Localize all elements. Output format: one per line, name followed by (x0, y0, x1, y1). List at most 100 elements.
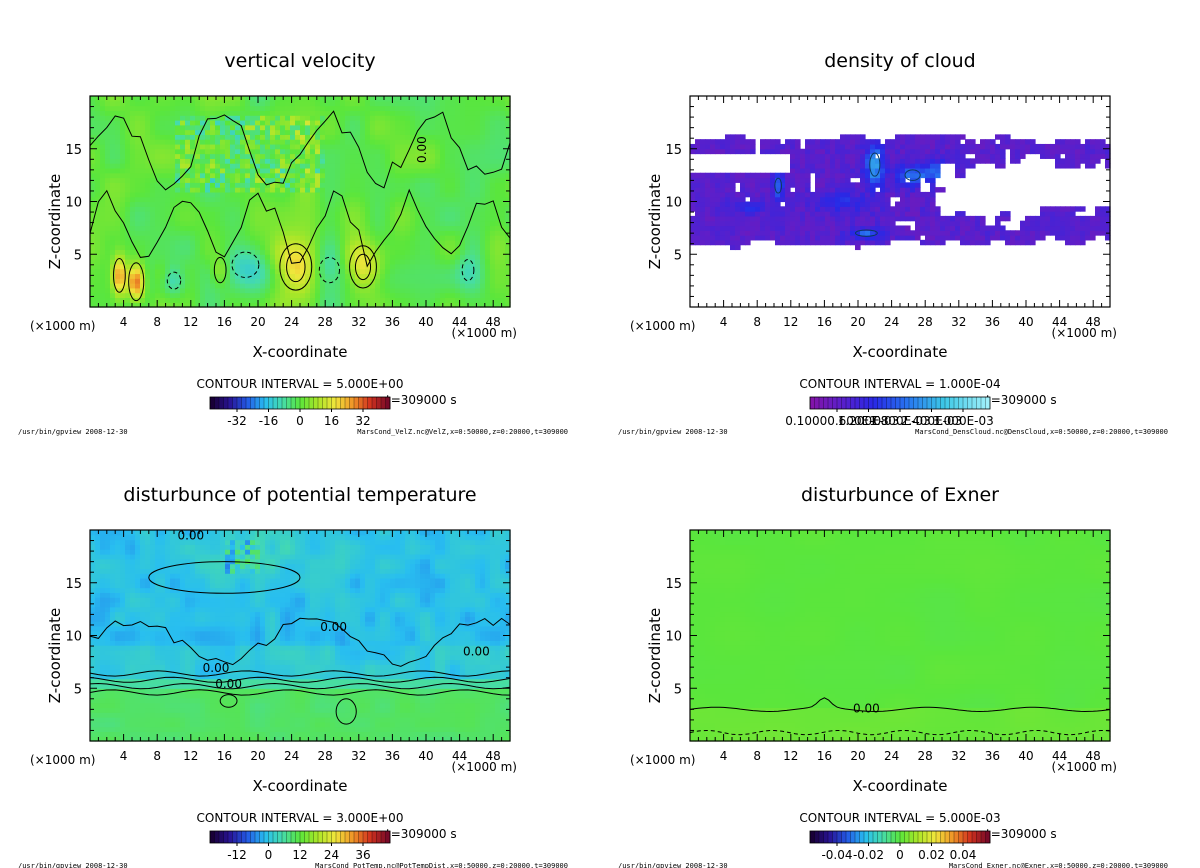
heatmap-cell (300, 119, 306, 126)
heatmap-cell (305, 115, 311, 121)
heatmap-cell (500, 278, 506, 284)
heatmap-cell (475, 220, 481, 227)
heatmap-cell (730, 225, 736, 231)
heatmap-cell (745, 191, 751, 198)
heatmap-cell (345, 96, 351, 102)
heatmap-cell (775, 206, 781, 212)
heatmap-cell (765, 215, 771, 222)
heatmap-cell (885, 239, 891, 246)
heatmap-cell (275, 230, 281, 236)
heatmap-cell (280, 239, 286, 246)
heatmap-cell (145, 196, 151, 203)
heatmap-cell (160, 163, 166, 169)
heatmap-cell (335, 124, 341, 131)
heatmap-cell (940, 239, 946, 246)
heatmap-cell (505, 119, 511, 126)
heatmap-cell (110, 134, 116, 140)
heatmap-cell (425, 100, 431, 107)
heatmap-cell (315, 139, 321, 145)
heatmap-cell (215, 273, 221, 279)
heatmap-cell (335, 172, 341, 179)
heatmap-cell (380, 110, 386, 116)
heatmap-cell (905, 134, 911, 140)
heatmap-cell (240, 201, 246, 207)
colorbar-swatch (282, 397, 287, 409)
heatmap-cell (210, 191, 216, 198)
heatmap-cell (460, 119, 466, 126)
heatmap-cell (735, 244, 741, 251)
heatmap-cell (910, 148, 916, 155)
heatmap-cell (850, 167, 856, 174)
heatmap-cell (215, 201, 221, 207)
heatmap-cell (205, 259, 211, 265)
contour-line (231, 251, 260, 278)
heatmap-cell (115, 110, 121, 116)
heatmap-cell (95, 220, 101, 227)
heatmap-cell (300, 278, 306, 284)
heatmap-cell (860, 163, 866, 169)
heatmap-cell (840, 158, 846, 164)
heatmap-cell (410, 302, 416, 308)
contour-line (318, 256, 340, 284)
heatmap-cell (715, 187, 721, 193)
heatmap-cell (195, 115, 201, 121)
heatmap-cell (130, 187, 136, 193)
heatmap-cell (775, 239, 781, 246)
heatmap-cell (135, 129, 141, 135)
heatmap-cell (950, 148, 956, 155)
heatmap-cell (110, 259, 116, 265)
heatmap-cell (455, 129, 461, 135)
heatmap-cell (865, 158, 871, 164)
heatmap-cell (850, 182, 856, 188)
heatmap-cell (325, 292, 331, 299)
heatmap-cell (265, 115, 271, 121)
heatmap-cell (240, 196, 246, 203)
heatmap-cell (720, 177, 726, 183)
heatmap-cell (475, 124, 481, 131)
heatmap-cell (195, 172, 201, 179)
heatmap-cell (925, 158, 931, 164)
heatmap-cell (285, 235, 291, 241)
heatmap-cell (115, 263, 121, 270)
heatmap-cell (165, 278, 171, 284)
heatmap-cell (365, 215, 371, 222)
heatmap-cell (355, 119, 361, 126)
heatmap-cell (160, 177, 166, 183)
heatmap-cell (450, 211, 456, 217)
heatmap-cell (300, 292, 306, 299)
heatmap-cell (330, 292, 336, 299)
contour-line (279, 243, 313, 291)
heatmap-cell (360, 239, 366, 246)
heatmap-cell (145, 100, 151, 107)
heatmap-cell (800, 211, 806, 217)
heatmap-cell (420, 129, 426, 135)
x-tick-label: 40 (418, 315, 433, 329)
heatmap-cell (180, 268, 186, 275)
heatmap-cell (305, 196, 311, 203)
heatmap-cell (825, 196, 831, 203)
heatmap-cell (180, 158, 186, 164)
heatmap-cell (180, 206, 186, 212)
heatmap-cell (750, 177, 756, 183)
heatmap-cell (910, 201, 916, 207)
heatmap-cell (100, 249, 106, 255)
heatmap-cell (175, 191, 181, 198)
heatmap-cell (930, 235, 936, 241)
heatmap-cell (90, 292, 96, 299)
heatmap-cell (100, 259, 106, 265)
heatmap-cell (325, 302, 331, 308)
heatmap-cell (405, 96, 411, 102)
heatmap-cell (305, 182, 311, 188)
heatmap-cell (730, 148, 736, 155)
heatmap-cell (430, 235, 436, 241)
heatmap-cell (710, 230, 716, 236)
heatmap-cell (115, 287, 121, 294)
heatmap-cell (170, 283, 176, 289)
heatmap-cell (210, 115, 216, 121)
heatmap-cell (465, 278, 471, 284)
heatmap-cell (750, 211, 756, 217)
heatmap-cell (275, 235, 281, 241)
heatmap-cell (420, 283, 426, 289)
heatmap-cell (90, 158, 96, 164)
heatmap-cell (180, 273, 186, 279)
